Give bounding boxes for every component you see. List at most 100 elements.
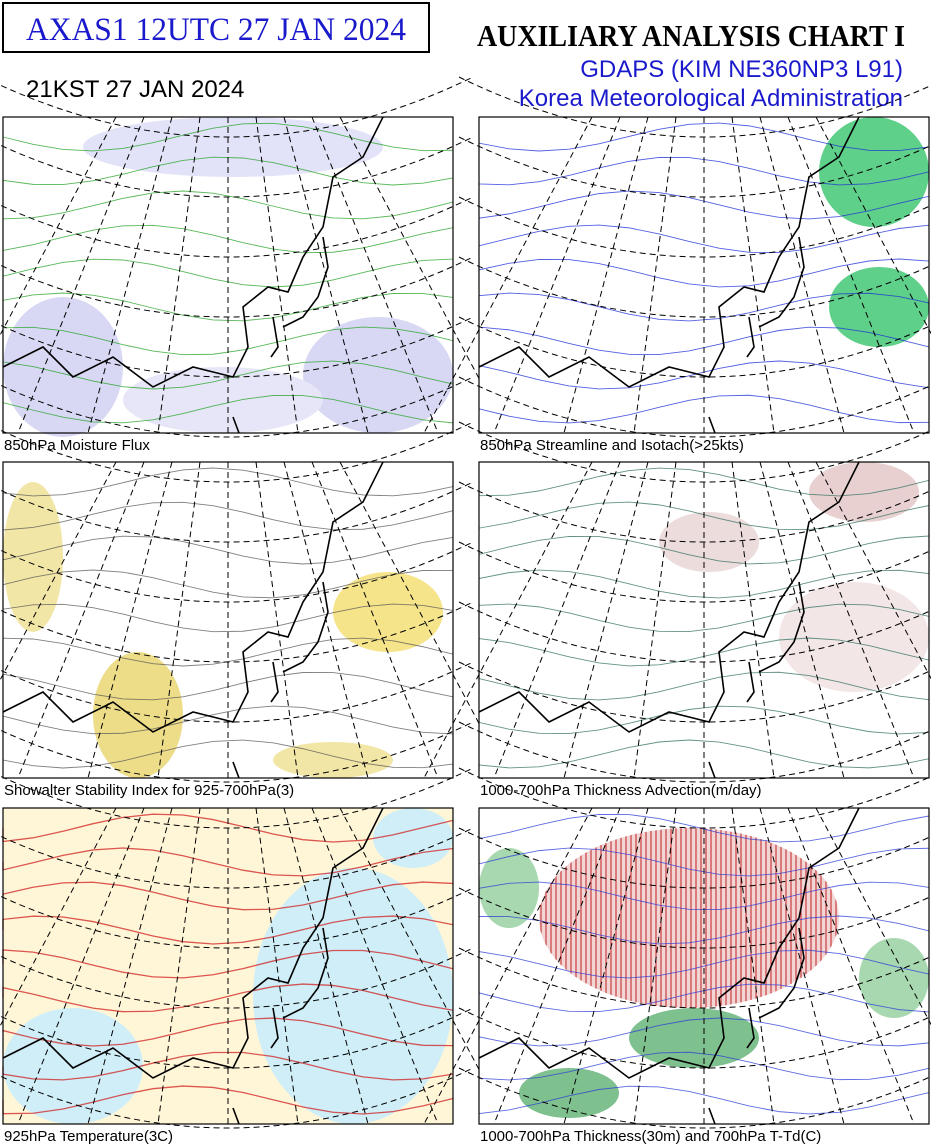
field-line xyxy=(478,705,930,735)
longitude-line xyxy=(731,461,775,779)
coastline xyxy=(478,116,860,434)
coastline xyxy=(2,116,384,434)
local-time: 21KST 27 JAN 2024 xyxy=(26,76,244,103)
shaded-area xyxy=(779,582,929,692)
field-line xyxy=(478,814,930,843)
field-line xyxy=(478,326,930,356)
field-line xyxy=(2,467,454,497)
longitude-line xyxy=(255,116,299,434)
longitude-line xyxy=(255,461,299,779)
longitude-line xyxy=(311,807,439,1125)
latitude-line xyxy=(0,196,474,258)
field-line xyxy=(478,637,930,667)
panel-caption: 850hPa Moisture Flux xyxy=(4,437,150,454)
longitude-line xyxy=(87,807,173,1125)
agency: Korea Meteorological Administration xyxy=(519,85,903,112)
field-line xyxy=(2,395,454,424)
shaded-area xyxy=(539,828,839,1008)
latitude-line xyxy=(0,661,474,723)
map-panel xyxy=(423,76,931,438)
latitude-line xyxy=(0,1007,474,1069)
latitude-line xyxy=(458,376,931,438)
field-line xyxy=(478,915,930,945)
field-line xyxy=(2,705,454,735)
shaded-area xyxy=(273,742,393,778)
latitude-line xyxy=(458,827,931,889)
latitude-line xyxy=(458,601,931,663)
field-line xyxy=(478,394,930,424)
coastline xyxy=(478,461,860,779)
shaded-area xyxy=(253,868,453,1124)
field-line xyxy=(2,224,454,254)
latitude-line xyxy=(0,601,474,663)
latitude-line xyxy=(458,76,931,138)
map-frame xyxy=(2,461,454,779)
longitude-line xyxy=(787,807,915,1125)
panel-caption: 1000-700hPa Thickness Advection(m/day) xyxy=(480,782,762,799)
latitude-line xyxy=(0,767,474,829)
field-line xyxy=(478,1085,930,1115)
title-box xyxy=(2,2,430,53)
field-line xyxy=(478,258,930,288)
field-line xyxy=(2,360,454,390)
latitude-line xyxy=(458,481,931,543)
longitude-line xyxy=(563,807,649,1125)
field-line xyxy=(478,847,930,877)
latitude-line xyxy=(458,421,931,483)
field-line xyxy=(478,535,930,565)
field-line xyxy=(2,949,454,979)
longitude-line xyxy=(493,807,621,1125)
field-line xyxy=(478,983,930,1013)
field-line xyxy=(2,1017,454,1047)
field-line xyxy=(2,847,454,877)
latitude-line xyxy=(458,316,931,378)
shaded-area xyxy=(303,317,453,433)
longitude-line xyxy=(563,116,649,434)
latitude-line xyxy=(0,541,474,603)
latitude-line xyxy=(0,887,474,949)
field-line xyxy=(478,603,930,633)
shaded-area xyxy=(659,512,759,572)
field-line xyxy=(478,122,930,152)
latitude-line xyxy=(458,887,931,949)
coastline xyxy=(2,461,384,779)
latitude-line xyxy=(0,947,474,1009)
shaded-area xyxy=(333,572,443,652)
longitude-line xyxy=(493,116,621,434)
shaded-area xyxy=(479,848,539,928)
field-line xyxy=(2,535,454,565)
field-line xyxy=(478,1051,930,1081)
panel-caption: 925hPa Temperature(3C) xyxy=(4,1128,173,1145)
panel-caption: Showalter Stability Index for 925-700hPa… xyxy=(4,782,294,799)
map-panel xyxy=(423,767,931,1129)
latitude-line xyxy=(0,421,474,483)
map-frame xyxy=(478,807,930,1125)
shaded-area xyxy=(859,938,929,1018)
field-line xyxy=(2,915,454,945)
field-line xyxy=(2,637,454,667)
latitude-line xyxy=(458,947,931,1009)
field-line xyxy=(2,190,454,220)
field-line xyxy=(2,603,454,633)
latitude-line xyxy=(458,136,931,198)
field-line xyxy=(478,671,930,701)
field-line xyxy=(478,1017,930,1047)
latitude-line xyxy=(458,1067,931,1129)
field-line xyxy=(2,122,454,152)
field-line xyxy=(478,360,930,390)
latitude-line xyxy=(458,541,931,603)
latitude-line xyxy=(458,1007,931,1069)
coastline xyxy=(2,807,384,1125)
longitude-line xyxy=(255,807,299,1125)
field-line xyxy=(2,1051,454,1081)
longitude-line xyxy=(787,461,915,779)
latitude-line xyxy=(0,721,474,783)
field-line xyxy=(478,881,930,911)
latitude-line xyxy=(0,827,474,889)
longitude-line xyxy=(17,461,145,779)
shaded-area xyxy=(373,808,453,868)
model-name: GDAPS (KIM NE360NP3 L91) xyxy=(580,56,903,83)
latitude-line xyxy=(458,767,931,829)
latitude-line xyxy=(0,1067,474,1129)
